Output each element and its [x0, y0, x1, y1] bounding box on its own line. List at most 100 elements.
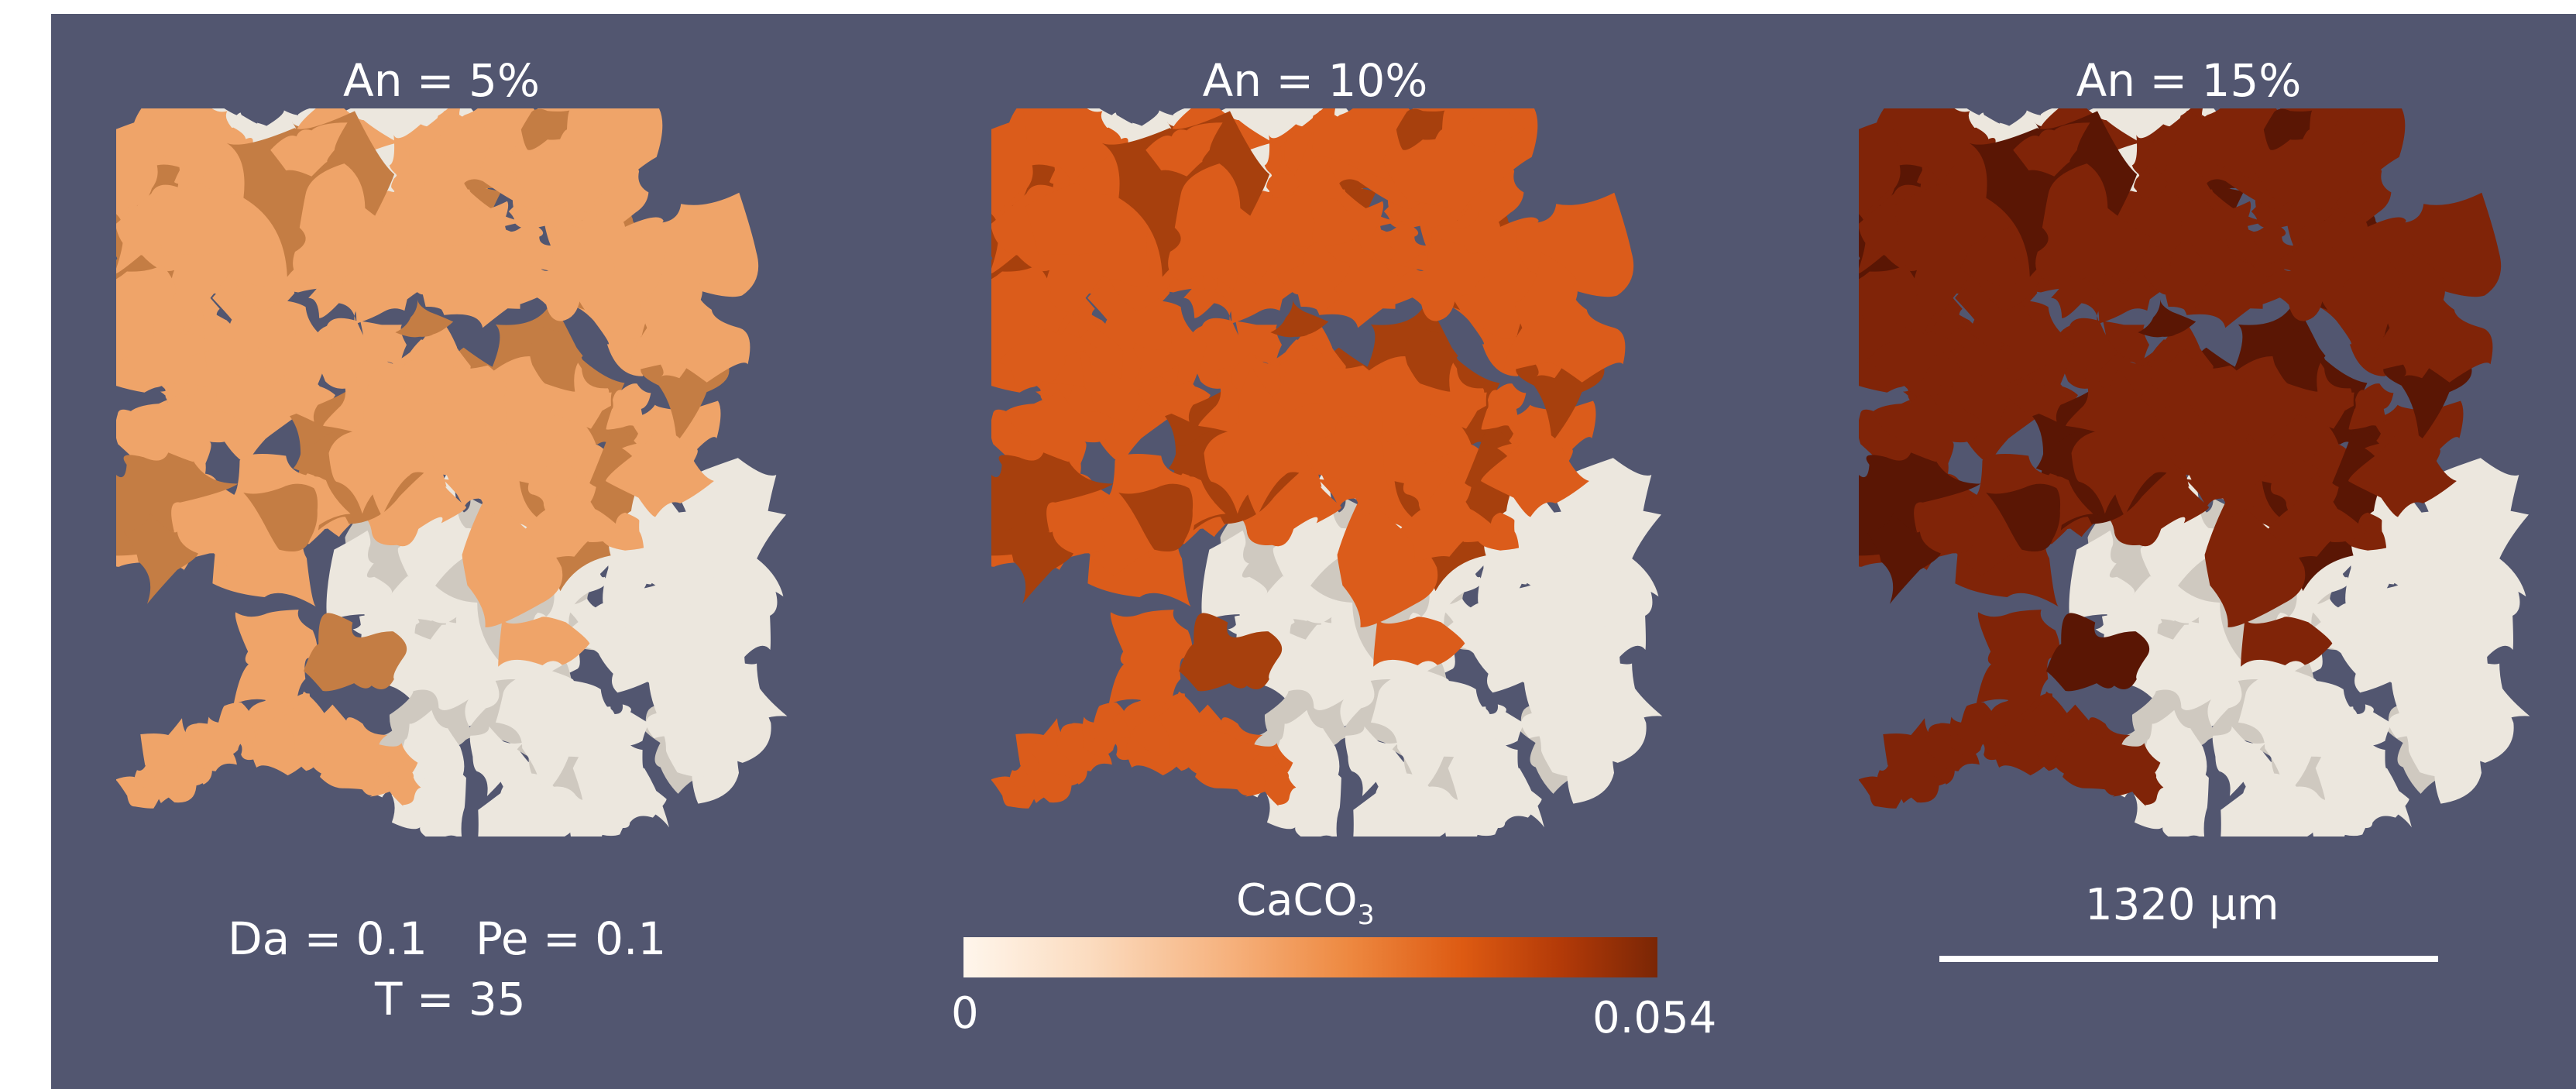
- pore-surface-precipitate: [261, 376, 323, 422]
- pore-surface-precipitate: [1221, 366, 1328, 517]
- pore-surface-unreacted: [1465, 765, 1542, 829]
- pore-surface-precipitate: [1396, 108, 1445, 150]
- pore-surface-precipitate: [1986, 483, 2061, 552]
- pore-surface-precipitate: [147, 108, 246, 184]
- pore-surface-precipitate: [1279, 347, 1329, 395]
- pore-surface-precipitate: [1872, 389, 1982, 473]
- pore-surface-unreacted: [2426, 524, 2470, 566]
- pore-surface-precipitate: [991, 184, 1145, 335]
- pore-surface-precipitate: [2162, 416, 2271, 517]
- pore-surface-precipitate: [2266, 471, 2368, 563]
- pore-surface-unreacted: [2351, 484, 2441, 605]
- pore-surface-precipitate: [395, 299, 454, 338]
- pore-surface-precipitate: [2241, 617, 2333, 667]
- pore-surface-precipitate: [1392, 238, 1490, 321]
- pore-surface-unreacted: [2444, 575, 2491, 627]
- pore-surface-precipitate: [243, 483, 318, 552]
- scale-bar: [1939, 956, 2438, 962]
- colorbar-min-label: 0: [951, 988, 979, 1039]
- pore-surface-precipitate: [1373, 617, 1465, 667]
- pore-surface-precipitate: [1481, 430, 1589, 517]
- pore-surface-unreacted: [2139, 709, 2207, 792]
- pore-surface-precipitate: [2334, 108, 2393, 153]
- pore-surface-unreacted: [1486, 596, 1582, 695]
- pore-surface-precipitate: [606, 383, 651, 430]
- pore-surface-precipitate: [592, 108, 651, 153]
- pore-surface-precipitate: [998, 323, 1097, 388]
- param-t: T = 35: [375, 973, 526, 1025]
- pore-surface-unreacted: [683, 524, 727, 566]
- pore-surface-precipitate: [2228, 341, 2352, 445]
- pore-surface-precipitate: [498, 617, 590, 667]
- pore-surface-unreacted: [1353, 773, 1457, 837]
- pore-surface-precipitate: [1145, 122, 1223, 177]
- pore-surface-precipitate: [1235, 321, 1282, 367]
- panel-title-3: An = 15%: [2076, 54, 2302, 107]
- pore-surface-unreacted: [1558, 524, 1602, 566]
- pore-surface-precipitate: [1093, 223, 1150, 287]
- pore-surface-precipitate: [2204, 493, 2306, 627]
- pore-surface-precipitate: [391, 171, 426, 201]
- pore-surface-precipitate: [2124, 764, 2164, 806]
- pore-surface-precipitate: [2103, 321, 2149, 367]
- pore-surface-precipitate: [1404, 327, 1458, 392]
- pore-surface-precipitate: [304, 613, 407, 692]
- pore-surface-precipitate: [2263, 108, 2313, 150]
- pore-surface-precipitate: [129, 389, 239, 473]
- pore-surface-precipitate: [218, 223, 275, 287]
- pore-surface-unreacted: [1455, 706, 1506, 767]
- colorbar: [963, 937, 1657, 977]
- pore-render-an5: [116, 108, 788, 837]
- pore-surface-precipitate: [1399, 471, 1500, 563]
- pore-surface-precipitate: [208, 274, 297, 354]
- pore-surface-precipitate: [1257, 764, 1297, 806]
- pore-surface-precipitate: [116, 184, 270, 335]
- pore-surface-precipitate: [1108, 610, 1193, 720]
- pore-surface-unreacted: [352, 593, 420, 644]
- pore-surface-unreacted: [562, 599, 615, 636]
- pore-surface-precipitate: [382, 764, 421, 806]
- pore-render-an15: [1859, 108, 2530, 837]
- pore-surface-precipitate: [520, 108, 570, 150]
- pore-surface-precipitate: [517, 238, 615, 321]
- pore-surface-unreacted: [611, 596, 707, 695]
- pore-surface-precipitate: [1179, 613, 1283, 692]
- pore-surface-unreacted: [427, 603, 580, 730]
- pore-surface-precipitate: [1944, 326, 1991, 380]
- pore-surface-unreacted: [2238, 668, 2379, 800]
- pore-surface-precipitate: [1866, 323, 1964, 388]
- pore-surface-precipitate: [1118, 483, 1194, 552]
- pore-surface-precipitate: [1295, 416, 1403, 517]
- pore-surface-precipitate: [1005, 389, 1115, 473]
- pore-surface-unreacted: [1345, 726, 1407, 796]
- pore-surface-precipitate: [1503, 252, 1626, 383]
- pore-surface-unreacted: [1272, 709, 1340, 792]
- pore-surface-precipitate: [2348, 383, 2394, 430]
- pore-surface-precipitate: [1077, 326, 1124, 380]
- pore-surface-precipitate: [1960, 223, 2018, 287]
- pore-surface-precipitate: [2179, 114, 2237, 167]
- pore-surface-unreacted: [469, 726, 532, 796]
- pore-surface-precipitate: [1276, 241, 1351, 315]
- pore-surface-precipitate: [1083, 274, 1172, 354]
- pore-surface-precipitate: [404, 347, 454, 395]
- panel-title-2: An = 10%: [1202, 54, 1428, 107]
- pore-surface-unreacted: [579, 706, 630, 767]
- pore-surface-unreacted: [2095, 593, 2162, 644]
- pore-surface-precipitate: [1859, 184, 2013, 335]
- pore-surface-precipitate: [1168, 163, 1286, 285]
- pore-surface-unreacted: [1370, 668, 1512, 800]
- pore-surface-precipitate: [2004, 376, 2066, 422]
- param-pe: Pe = 0.1: [476, 912, 667, 965]
- pore-surface-precipitate: [991, 265, 1069, 360]
- pore-surface-precipitate: [360, 321, 407, 367]
- pore-surface-precipitate: [1136, 376, 1198, 422]
- pore-surface-precipitate: [2035, 163, 2154, 285]
- pore-surface-unreacted: [495, 668, 637, 800]
- pore-surface-unreacted: [608, 484, 699, 605]
- pore-surface-precipitate: [998, 514, 1073, 604]
- pore-surface-precipitate: [628, 252, 750, 383]
- pore-surface-unreacted: [2322, 706, 2373, 767]
- pore-surface-precipitate: [270, 122, 348, 177]
- pore-surface-precipitate: [345, 366, 453, 517]
